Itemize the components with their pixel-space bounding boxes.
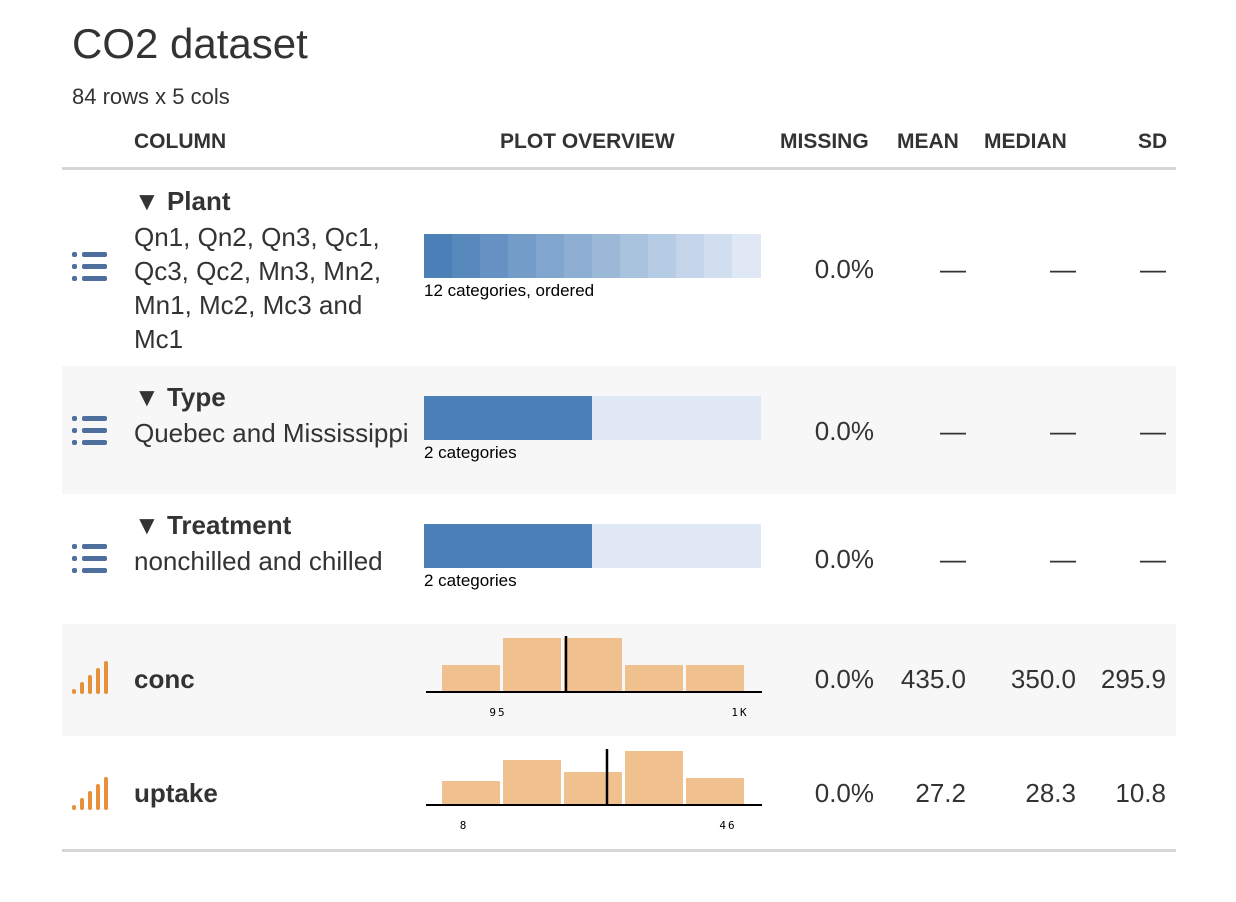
missing-value: 0.0%: [814, 416, 874, 446]
column-values-plant: Qn1, Qn2, Qn3, Qc1, Qc3, Qc2, Mn3, Mn2, …: [134, 222, 382, 354]
median-value: —: [1050, 254, 1076, 284]
table-row: uptake 8 46 0.0% 27.2 28.3 10.8: [62, 736, 1176, 850]
column-values-treatment: nonchilled and chilled: [134, 546, 383, 576]
tick-label-min: 95: [489, 706, 506, 719]
page-title: CO2 dataset: [72, 20, 308, 67]
mean-value: —: [940, 544, 966, 574]
page-subtitle: 84 rows x 5 cols: [72, 84, 230, 109]
signal-bars-icon: [72, 660, 114, 701]
histogram-bar: [564, 772, 622, 805]
tick-label-max: 46: [719, 819, 736, 832]
category-caption-plant: 12 categories, ordered: [424, 281, 595, 300]
category-segment: [732, 234, 761, 278]
category-segment: [424, 524, 593, 568]
histogram-bar: [686, 665, 744, 692]
header-plot-overview: PLOT OVERVIEW: [500, 130, 675, 153]
missing-value: 0.0%: [814, 544, 874, 574]
missing-value: 0.0%: [814, 664, 874, 694]
column-name-treatment[interactable]: ▼ Treatment: [134, 510, 292, 540]
histogram-bar: [686, 778, 744, 805]
category-bar-plant: [424, 234, 761, 278]
expand-triangle-icon[interactable]: ▼: [134, 186, 160, 216]
category-segment: [424, 234, 453, 278]
signal-bars-icon: [72, 776, 114, 817]
histogram-bar: [503, 760, 561, 805]
median-value: 350.0: [1010, 664, 1076, 694]
category-segment: [704, 234, 733, 278]
header-divider: [62, 167, 1176, 170]
histogram-uptake: 8 46: [426, 749, 762, 832]
median-value: 28.3: [1025, 778, 1076, 808]
table-row: ▼ Plant Qn1, Qn2, Qn3, Qc1, Qc3, Qc2, Mn…: [62, 170, 1176, 366]
list-icon: [72, 250, 108, 289]
header-column: COLUMN: [134, 130, 227, 153]
histogram-bar: [564, 638, 622, 692]
table-row: ▼ Type Quebec and Mississippi 2 categori…: [62, 366, 1176, 494]
header-missing: MISSING: [780, 130, 869, 153]
sd-value: —: [1140, 416, 1166, 446]
missing-value: 0.0%: [814, 254, 874, 284]
histogram-bar: [503, 638, 561, 692]
histogram-bar: [625, 665, 683, 692]
category-caption-treatment: 2 categories: [424, 571, 517, 590]
category-segment: [676, 234, 705, 278]
median-value: —: [1050, 544, 1076, 574]
header-sd: SD: [1138, 130, 1168, 153]
category-segment: [620, 234, 649, 278]
category-segment: [592, 524, 761, 568]
tick-label-max: 1K: [731, 706, 748, 719]
column-values-type: Quebec and Mississippi: [134, 418, 409, 448]
median-value: —: [1050, 416, 1076, 446]
expand-triangle-icon[interactable]: ▼: [134, 382, 160, 412]
mean-value: —: [940, 416, 966, 446]
list-icon: [72, 542, 108, 581]
sd-value: 295.9: [1100, 664, 1166, 694]
histogram-bar: [442, 781, 500, 805]
header-mean: MEAN: [897, 130, 959, 153]
category-bar-treatment: [424, 524, 761, 568]
mean-value: 435.0: [900, 664, 966, 694]
category-bar-type: [424, 396, 761, 440]
sd-value: 10.8: [1115, 778, 1166, 808]
category-segment: [452, 234, 481, 278]
sd-value: —: [1140, 254, 1166, 284]
mean-value: 27.2: [915, 778, 966, 808]
histogram-bar: [442, 665, 500, 692]
table-row: ▼ Treatment nonchilled and chilled 2 cat…: [62, 494, 1176, 624]
category-segment: [592, 396, 761, 440]
header-median: MEDIAN: [984, 130, 1067, 153]
sd-value: —: [1140, 544, 1166, 574]
histogram-conc: 95 1K: [426, 636, 762, 719]
table-bottom-divider: [62, 849, 1176, 852]
column-name-uptake[interactable]: uptake: [134, 778, 218, 808]
category-segment: [592, 234, 621, 278]
expand-triangle-icon[interactable]: ▼: [134, 510, 160, 540]
column-name-plant[interactable]: ▼ Plant: [134, 186, 231, 216]
category-caption-type: 2 categories: [424, 443, 517, 462]
table-row: conc 95 1K 0.0% 435.0 350.0 295.9: [62, 624, 1176, 736]
category-segment: [564, 234, 593, 278]
histogram-bar: [625, 751, 683, 805]
category-segment: [648, 234, 677, 278]
missing-value: 0.0%: [814, 778, 874, 808]
column-name-type[interactable]: ▼ Type: [134, 382, 226, 412]
category-segment: [508, 234, 537, 278]
mean-value: —: [940, 254, 966, 284]
category-segment: [536, 234, 565, 278]
column-name-conc[interactable]: conc: [134, 664, 195, 694]
category-segment: [424, 396, 593, 440]
list-icon: [72, 414, 108, 453]
tick-label-min: 8: [460, 819, 469, 832]
category-segment: [480, 234, 509, 278]
